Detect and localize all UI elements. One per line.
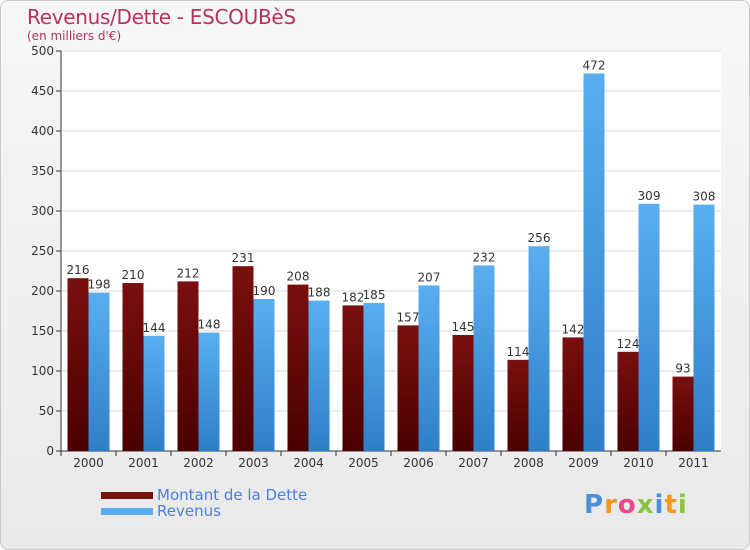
bar-dette: [177, 281, 199, 451]
y-tick-label: 400: [31, 124, 54, 138]
bar-dette: [232, 266, 254, 451]
bars: [67, 73, 715, 452]
y-tick-label: 350: [31, 164, 54, 178]
logo-letter: i: [654, 490, 665, 520]
bar-revenus: [418, 285, 440, 451]
bar-dette: [67, 278, 89, 451]
legend-label-dette: Montant de la Dette: [157, 486, 308, 504]
x-tick-label: 2010: [623, 456, 654, 470]
bar-dette: [672, 376, 694, 451]
legend-swatch-revenus: [101, 507, 153, 515]
data-label: 208: [287, 270, 310, 284]
gridlines: [61, 50, 721, 452]
logo-letter: i: [677, 490, 688, 520]
legend-item-revenus: Revenus: [101, 502, 307, 520]
data-label: 185: [363, 288, 386, 302]
bar-dette: [507, 359, 529, 451]
bar-revenus: [88, 292, 110, 451]
data-label: 114: [507, 345, 530, 359]
data-label: 188: [308, 286, 331, 300]
bar-dette: [397, 325, 419, 451]
logo-letter: r: [604, 490, 618, 520]
legend-item-dette: Montant de la Dette: [101, 486, 308, 504]
data-label: 144: [143, 321, 166, 335]
data-label: 212: [177, 266, 200, 280]
data-label: 232: [473, 250, 496, 264]
data-label: 210: [122, 268, 145, 282]
logo-letter: x: [636, 490, 655, 520]
x-tick-label: 2009: [568, 456, 599, 470]
data-label: 145: [452, 320, 475, 334]
y-tick-label: 250: [31, 244, 54, 258]
y-tick-label: 500: [31, 44, 54, 58]
logo-letter: o: [617, 490, 637, 520]
bar-dette: [122, 283, 144, 451]
bar-revenus: [638, 203, 660, 451]
bar-revenus: [693, 204, 715, 451]
bar-revenus: [363, 303, 385, 451]
x-tick-label: 2001: [128, 456, 159, 470]
y-tick-label: 300: [31, 204, 54, 218]
bar-revenus: [473, 265, 495, 451]
data-label: 157: [397, 310, 420, 324]
y-tick-label: 200: [31, 284, 54, 298]
legend-label-revenus: Revenus: [157, 502, 221, 520]
data-label: 124: [617, 337, 640, 351]
data-label: 207: [418, 270, 441, 284]
x-tick-label: 2011: [678, 456, 709, 470]
chart-title: Revenus/Dette - ESCOUBèS: [27, 5, 296, 29]
bar-revenus: [583, 73, 605, 452]
data-label: 182: [342, 290, 365, 304]
data-label: 93: [675, 362, 690, 376]
bar-revenus: [198, 332, 220, 451]
y-tick-label: 450: [31, 84, 54, 98]
data-label: 308: [693, 190, 716, 204]
data-label: 142: [562, 322, 585, 336]
proxiti-logo: Proxiti: [584, 490, 688, 520]
logo-letter: t: [664, 490, 678, 520]
bar-dette: [617, 351, 639, 451]
x-tick-label: 2006: [403, 456, 434, 470]
data-label: 198: [88, 278, 111, 292]
x-tick-label: 2002: [183, 456, 214, 470]
legend-swatch-dette: [101, 491, 153, 499]
data-label: 231: [232, 251, 255, 265]
data-label: 256: [528, 231, 551, 245]
data-label: 190: [253, 284, 276, 298]
bar-dette: [452, 335, 474, 451]
x-tick-label: 2004: [293, 456, 324, 470]
x-tick-label: 2003: [238, 456, 269, 470]
x-tick-label: 2007: [458, 456, 489, 470]
x-tick-label: 2005: [348, 456, 379, 470]
y-tick-label: 150: [31, 324, 54, 338]
bar-revenus: [528, 246, 550, 451]
chart-subtitle: (en milliers d'€): [27, 29, 122, 43]
y-tick-label: 0: [46, 444, 54, 458]
data-label: 216: [67, 263, 90, 277]
bar-dette: [342, 305, 364, 451]
legend: Montant de la Dette Revenus: [101, 486, 308, 520]
data-label: 472: [583, 58, 606, 72]
y-tick-label: 100: [31, 364, 54, 378]
data-label: 148: [198, 318, 221, 332]
x-tick-label: 2000: [73, 456, 104, 470]
bar-revenus: [253, 299, 275, 451]
axes: 0 50 100 150 200 250 300 350 400 450 500 2000 2001 20…: [31, 44, 721, 470]
bar-revenus: [308, 300, 330, 451]
y-tick-label: 50: [39, 404, 54, 418]
x-tick-label: 2008: [513, 456, 544, 470]
bar-dette: [287, 284, 309, 451]
logo-letter: P: [584, 490, 605, 520]
bar-dette: [562, 337, 584, 451]
bar-revenus: [143, 335, 165, 451]
data-label: 309: [638, 189, 661, 203]
